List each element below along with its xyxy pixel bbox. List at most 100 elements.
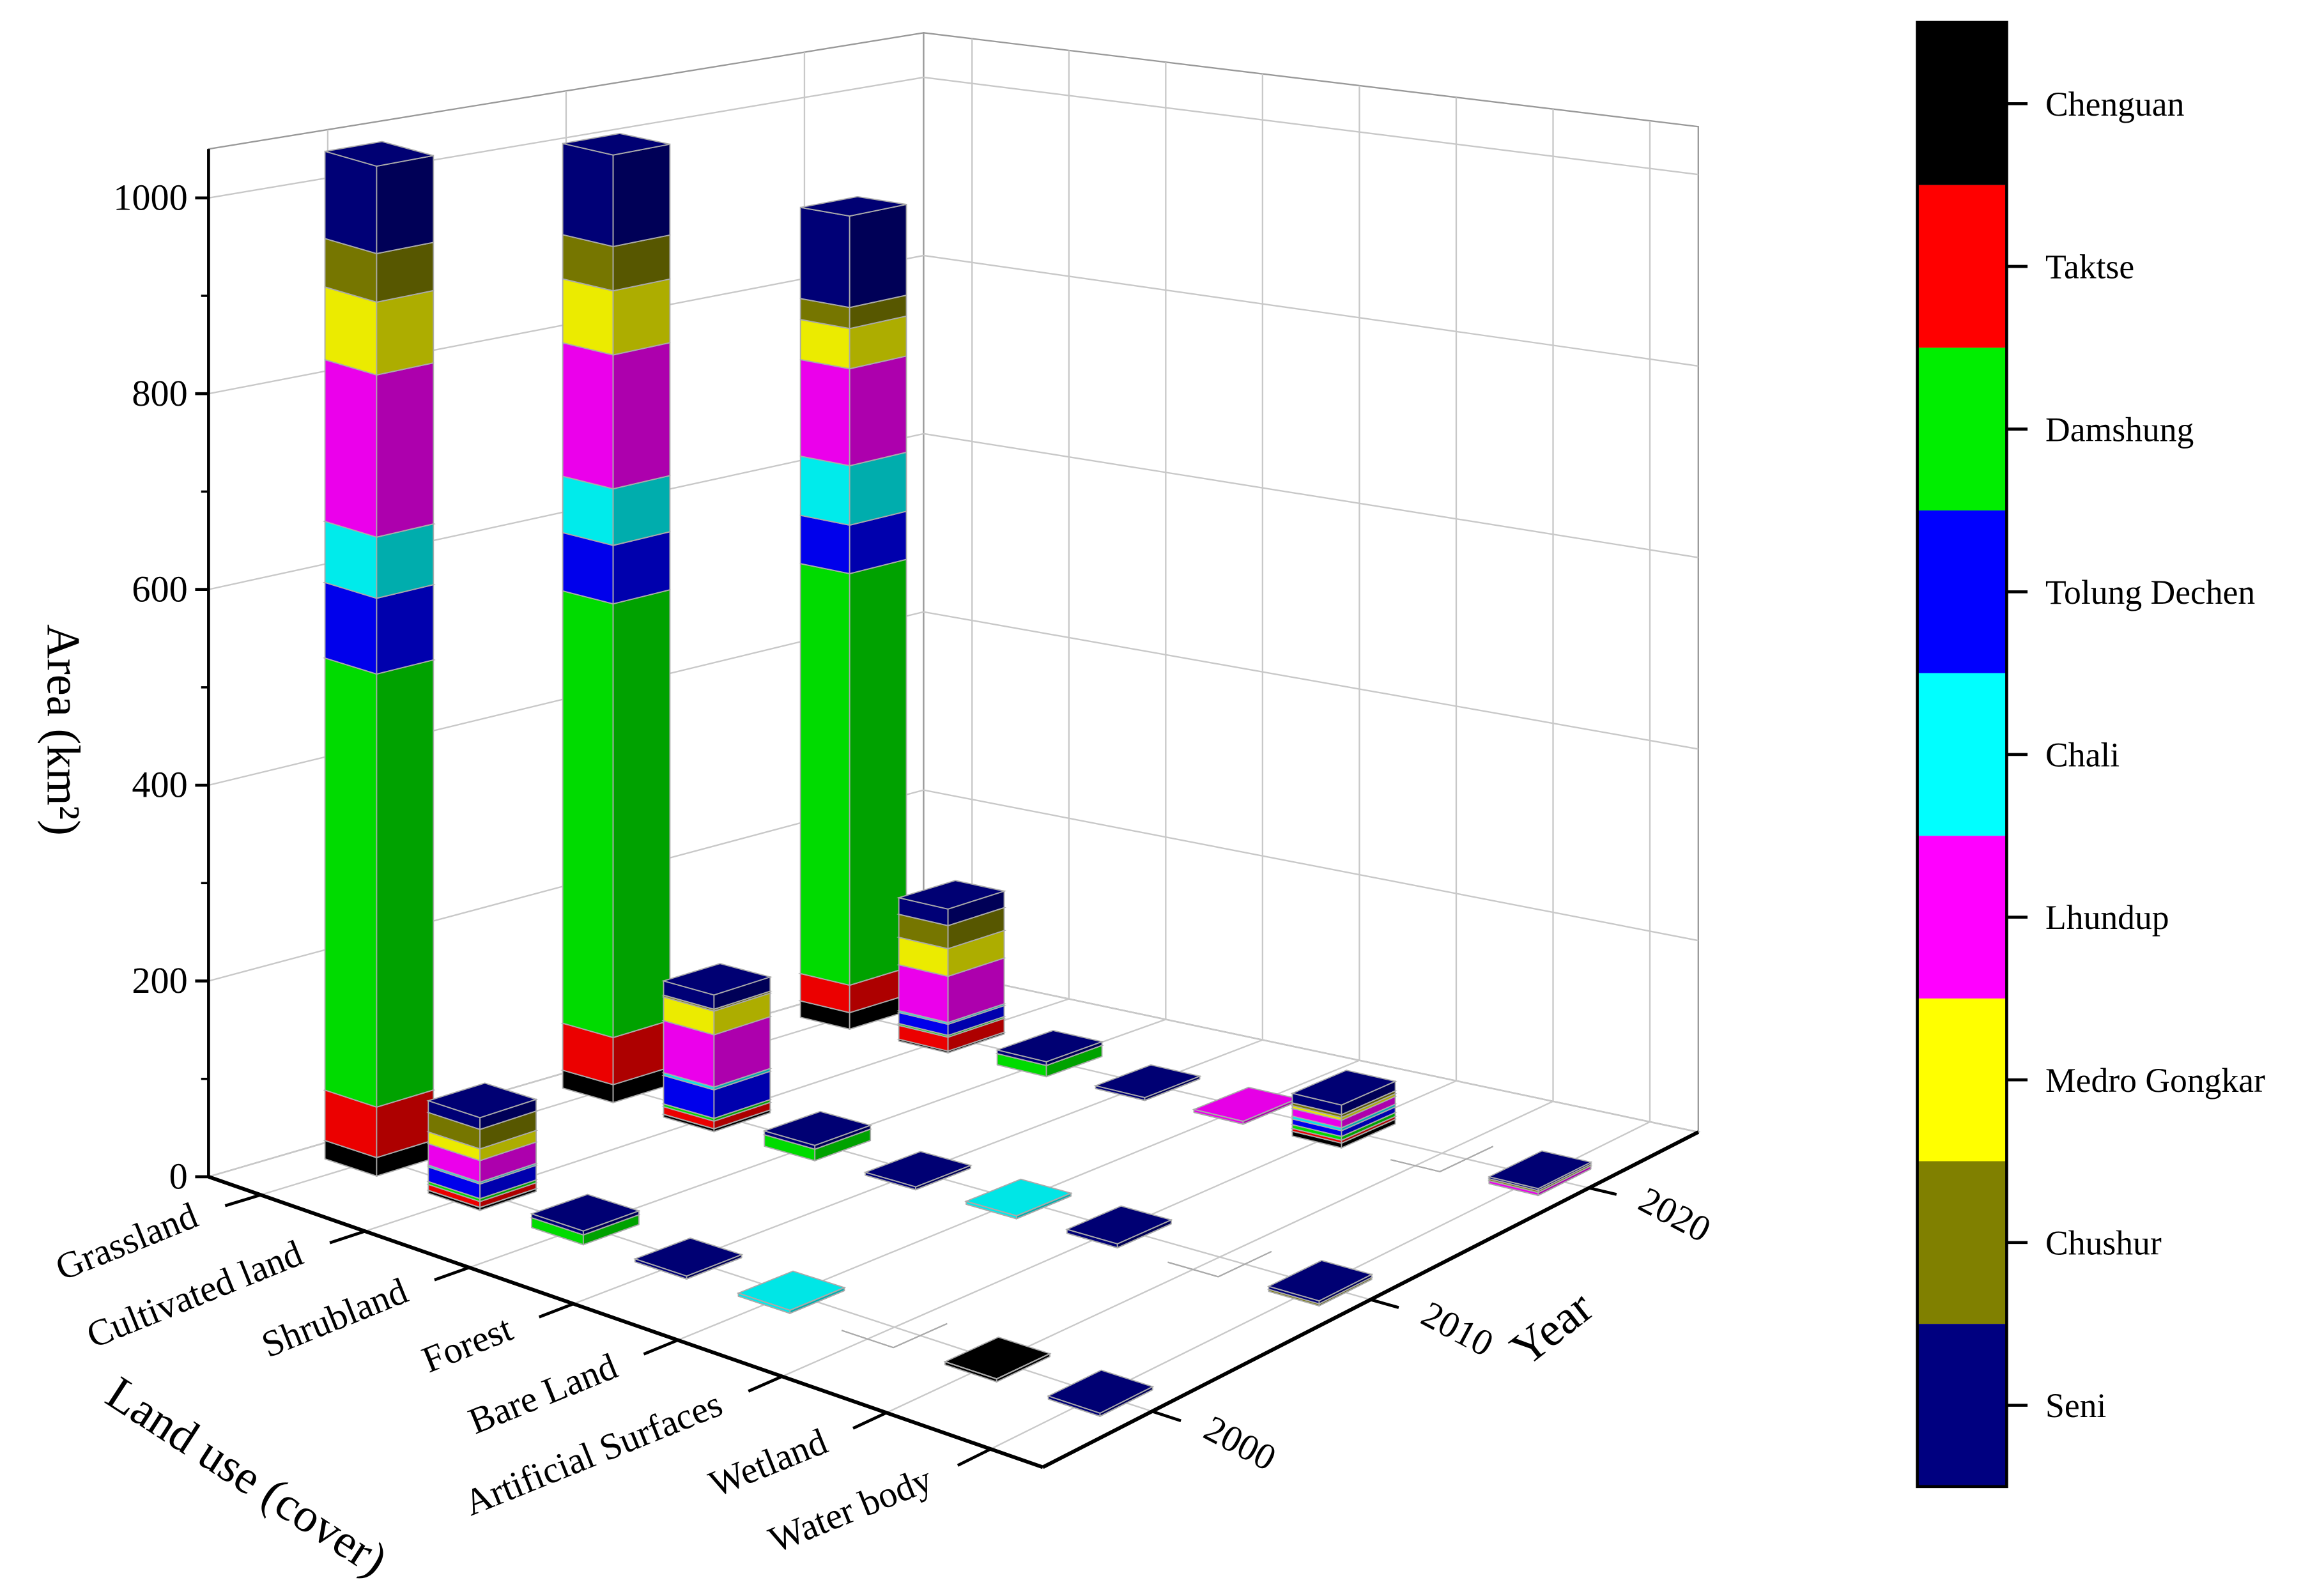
legend-label: Taktse <box>2045 248 2134 286</box>
legend-label: Lhundup <box>2045 898 2169 937</box>
z-tick-label: 400 <box>132 764 187 806</box>
bar-face-top <box>762 1110 873 1146</box>
bar-face-top <box>995 1030 1104 1062</box>
z-tick-label: 0 <box>169 1156 188 1197</box>
bar-face-right <box>612 278 671 356</box>
bar-face-top <box>1266 1259 1374 1302</box>
z-tick-label: 200 <box>132 960 187 1001</box>
bar-face-left <box>799 563 850 986</box>
bar-face-right <box>893 1322 948 1349</box>
bar-face-right <box>1439 1146 1493 1172</box>
bar-face-right <box>1016 1192 1072 1216</box>
y-tick-mark <box>1589 1186 1617 1196</box>
y-tick-label: 2000 <box>1197 1407 1282 1479</box>
bar-segment <box>562 577 671 1039</box>
bar-face-left <box>324 657 378 1108</box>
y-axis-title: Year <box>1501 1281 1603 1376</box>
bar-face-right <box>1218 1251 1272 1278</box>
x-tick-label: Forest <box>416 1307 518 1381</box>
bar-segment <box>964 1178 1073 1220</box>
legend-frame <box>1916 20 2008 1489</box>
bar-segment <box>661 963 773 1010</box>
bar-segment <box>738 1287 845 1311</box>
bar-segment <box>762 1110 873 1151</box>
bar-face-left <box>799 358 850 467</box>
x-axis-title: Land use (cover) <box>97 1367 396 1586</box>
legend-label: Damshung <box>2045 410 2194 448</box>
bar-segment <box>1290 1070 1397 1116</box>
bar-segment <box>1093 1064 1202 1101</box>
x-tick-label: Shrubland <box>256 1269 413 1365</box>
x-tick-mark <box>643 1338 679 1356</box>
grid-line <box>923 254 1698 367</box>
bar-face-top <box>863 1151 973 1188</box>
right-wall <box>923 32 1699 1133</box>
legend: Chenguan Taktse Damshung Tolung Dechen Chali… <box>1916 20 2265 1489</box>
bar-face-left <box>562 590 614 1039</box>
bar-segment <box>530 1193 641 1236</box>
bar-face-top <box>325 141 434 167</box>
legend-swatch <box>1917 1161 2007 1324</box>
bar-face-top <box>1047 1369 1155 1414</box>
bar-face-right <box>376 659 435 1108</box>
y-tick-label: 2020 <box>1632 1179 1717 1250</box>
bar-face-right <box>996 1353 1050 1380</box>
bar-segment <box>799 195 907 309</box>
legend-label: Chenguan <box>2045 85 2184 123</box>
x-tick-label: Grassland <box>50 1194 203 1289</box>
y-tick-mark <box>1151 1409 1181 1423</box>
bar-face-top <box>800 195 907 217</box>
bar-face-right <box>612 588 671 1039</box>
bar-segment <box>863 1151 973 1191</box>
bar-segment <box>324 141 435 255</box>
bar-face-right <box>849 558 907 986</box>
x-tick-mark <box>852 1411 888 1430</box>
bar-segment <box>897 880 1007 927</box>
bar-face-right <box>612 143 671 247</box>
z-tick-label: 800 <box>132 372 187 414</box>
bar-segment <box>995 1030 1104 1067</box>
bar-face-top <box>426 1082 539 1119</box>
bar-segment <box>562 133 671 248</box>
bar-face-right <box>376 155 435 255</box>
z-tick-label: 1000 <box>113 176 188 218</box>
grid-line <box>923 76 1698 176</box>
bar-face-right <box>376 584 435 675</box>
x-axis-line <box>208 1175 1043 1469</box>
legend-label: Tolung Dechen <box>2045 573 2255 611</box>
bar-face-left <box>324 358 378 538</box>
bar-face-right <box>789 1287 845 1311</box>
bar-segment <box>633 1237 744 1280</box>
legend-swatch <box>1917 348 2007 510</box>
bar-face-right <box>612 342 671 490</box>
legend-label: Medro Gongkar <box>2045 1061 2265 1100</box>
x-tick-mark <box>224 1193 261 1208</box>
bar-segment <box>1047 1369 1155 1418</box>
x-tick-mark <box>329 1229 366 1245</box>
bar-face-top <box>530 1193 641 1232</box>
legend-swatch <box>1917 998 2007 1162</box>
bar-face-top <box>1290 1070 1397 1106</box>
bar-face-left <box>799 455 850 526</box>
bar-face-top <box>897 880 1007 910</box>
bar-segment <box>324 348 435 538</box>
legend-swatch <box>1917 510 2007 673</box>
bar-face-left <box>562 342 614 490</box>
y-tick-label: 2010 <box>1415 1293 1500 1365</box>
bar-segment <box>426 1082 539 1131</box>
x-tick-label: Wetland <box>703 1420 833 1505</box>
legend-label: Chali <box>2045 736 2120 774</box>
bar-segment <box>966 1192 1072 1216</box>
bar-face-left <box>1390 1159 1440 1172</box>
bar-segment <box>1266 1259 1374 1305</box>
bar-face-left <box>562 278 614 356</box>
bar-segment <box>944 1353 1050 1380</box>
legend-swatch <box>1917 1324 2007 1487</box>
bar-segment <box>324 275 435 376</box>
bar-segment <box>1167 1251 1272 1278</box>
bar-face-top <box>661 963 773 996</box>
bar-face-top <box>562 133 670 156</box>
grid-line <box>923 611 1699 750</box>
x-tick-mark <box>748 1375 783 1393</box>
